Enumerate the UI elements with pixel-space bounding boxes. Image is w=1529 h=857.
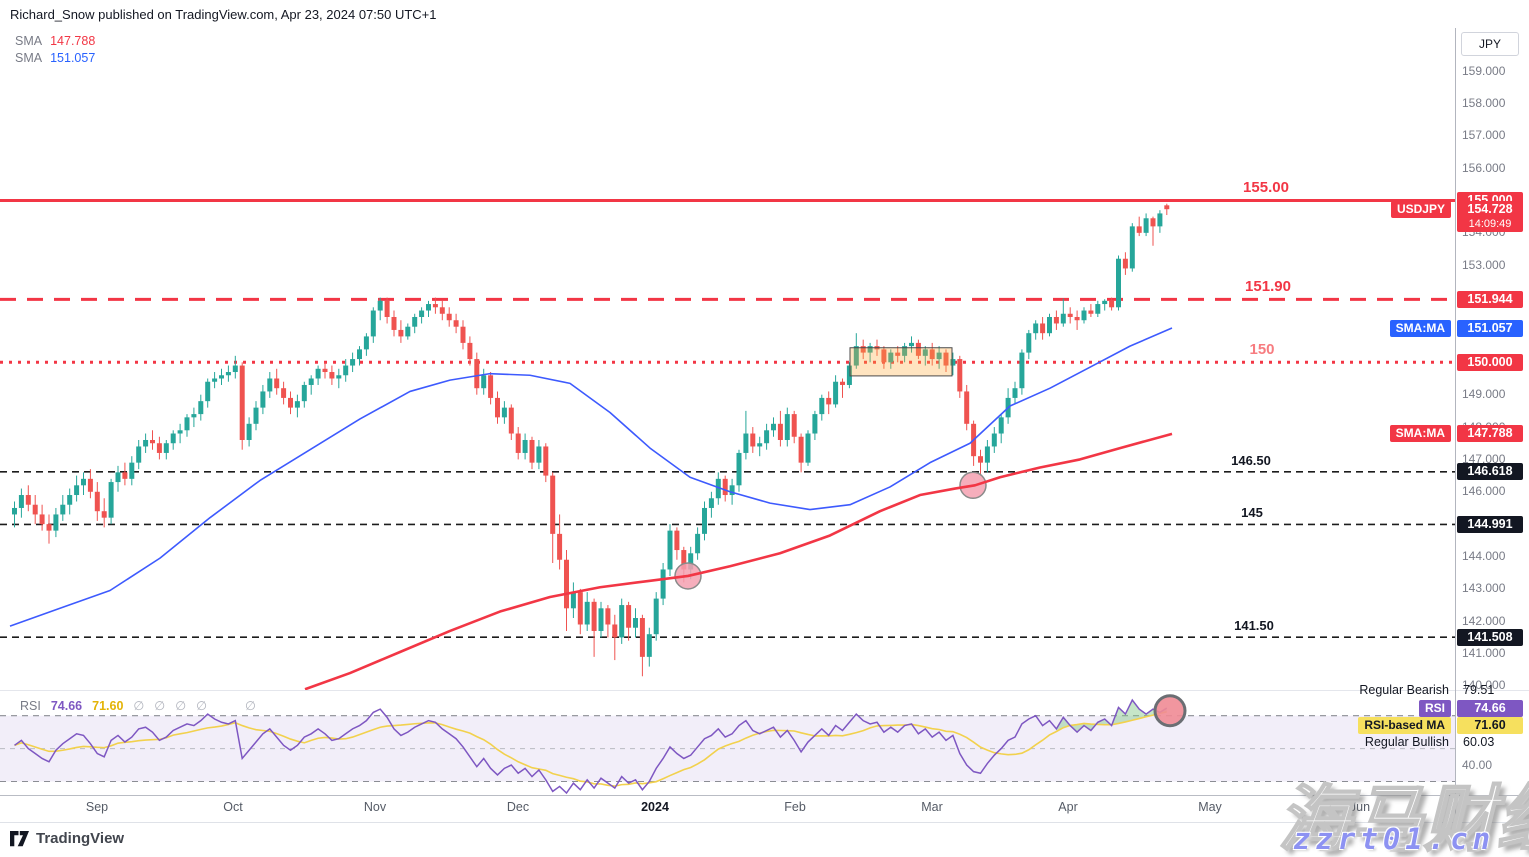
price-tick-156.000: 156.000 <box>1462 160 1506 175</box>
price-tick-142.000: 142.000 <box>1462 613 1506 628</box>
sma-slow-legend[interactable]: SMA 151.057 <box>15 51 95 65</box>
price-tick-159.000: 159.000 <box>1462 63 1506 78</box>
price-tick-140.000: 140.000 <box>1462 678 1506 693</box>
symbol-badge: USDJPY <box>1390 201 1451 219</box>
rsi-row-label-regular-bullish: Regular Bullish <box>1364 734 1449 749</box>
time-label-Nov[interactable]: Nov <box>363 800 387 814</box>
empty-value-icon: ∅ <box>196 699 207 713</box>
rsi-row-label-regular-bearish: Regular Bearish <box>1359 683 1449 697</box>
price-tick-141.000: 141.000 <box>1462 646 1506 661</box>
price-tick-158.000: 158.000 <box>1462 95 1506 110</box>
sma-slow-value: 151.057 <box>50 51 96 65</box>
rsi-row-value-79.51: 79.51 <box>1463 683 1495 697</box>
rsi-ma-value: 71.60 <box>92 699 124 713</box>
sma-fast-label: SMA <box>15 34 43 48</box>
sma-fast-legend[interactable]: SMA 147.788 <box>15 34 95 48</box>
last-price-badge: 154.728 14:09:49 <box>1457 201 1523 233</box>
rsi-tick-40.00: 40.00 <box>1462 758 1493 772</box>
axis-badge-146.618: 146.618 <box>1457 463 1523 481</box>
rsi-row-value-71.60: 71.60 <box>1457 716 1523 734</box>
sma-slow-label: SMA <box>15 51 43 65</box>
last-price-time: 14:09:49 <box>1468 218 1512 231</box>
sma-slow-badge-value: 151.057 <box>1457 319 1523 337</box>
currency-toggle-jpy[interactable]: JPY <box>1461 32 1519 56</box>
rsi-row-label-rsi-based-ma: RSI-based MA <box>1358 716 1451 734</box>
price-tick-146.000: 146.000 <box>1462 484 1506 499</box>
level-label-145: 145 <box>1241 505 1263 521</box>
price-tick-144.000: 144.000 <box>1462 549 1506 564</box>
publish-header: Richard_Snow published on TradingView.co… <box>10 7 437 22</box>
level-label-150: 150 <box>1249 341 1275 359</box>
axis-badge-151.944: 151.944 <box>1457 290 1523 308</box>
sma-slow-badge-label: SMA:MA <box>1389 319 1451 337</box>
price-tick-153.000: 153.000 <box>1462 257 1506 272</box>
level-label-146.50: 146.50 <box>1231 452 1271 468</box>
price-tick-147.000: 147.000 <box>1462 451 1506 466</box>
tradingview-brand-text: TradingView <box>36 830 125 847</box>
level-label-151.90: 151.90 <box>1245 278 1291 296</box>
sma-fast-value: 147.788 <box>50 34 96 48</box>
time-label-Feb[interactable]: Feb <box>784 800 806 814</box>
time-label-May[interactable]: May <box>1198 800 1222 814</box>
price-tick-149.000: 149.000 <box>1462 387 1506 402</box>
level-label-155.00: 155.00 <box>1243 179 1289 197</box>
time-label-Sep[interactable]: Sep <box>85 800 109 814</box>
time-label-Oct[interactable]: Oct <box>223 800 243 814</box>
price-tick-143.000: 143.000 <box>1462 581 1506 596</box>
time-label-Dec[interactable]: Dec <box>506 800 530 814</box>
sma-fast-badge-value: 147.788 <box>1457 425 1523 443</box>
time-label-Mar[interactable]: Mar <box>921 800 943 814</box>
time-label-Apr[interactable]: Apr <box>1058 800 1078 814</box>
empty-value-icon: ∅ <box>133 699 145 713</box>
price-tick-157.000: 157.000 <box>1462 128 1506 143</box>
rsi-row-label-rsi: RSI <box>1418 699 1451 717</box>
rsi-row-value-60.03: 60.03 <box>1463 734 1495 749</box>
axis-badge-144.991: 144.991 <box>1457 515 1523 533</box>
tradingview-logo-icon <box>10 831 29 847</box>
rsi-label: RSI <box>20 699 41 713</box>
axis-badge-141.508: 141.508 <box>1457 628 1523 646</box>
axis-badge-150.000: 150.000 <box>1457 353 1523 371</box>
rsi-row-value-74.66: 74.66 <box>1457 699 1523 717</box>
empty-value-icon: ∅ <box>175 699 187 713</box>
time-label-Jun[interactable]: Jun <box>1349 800 1371 814</box>
sma-fast-badge-label: SMA:MA <box>1389 425 1451 443</box>
rsi-value: 74.66 <box>50 699 83 713</box>
tradingview-attribution[interactable]: TradingView <box>10 830 124 847</box>
level-label-141.50: 141.50 <box>1234 618 1274 634</box>
empty-value-icon: ∅ <box>244 699 256 713</box>
rsi-legend[interactable]: RSI 74.66 71.60 ∅ ∅ ∅ ∅ ∅ <box>20 698 266 713</box>
last-price-value: 154.728 <box>1467 202 1513 217</box>
empty-value-icon: ∅ <box>154 699 166 713</box>
time-label-2024[interactable]: 2024 <box>641 800 669 814</box>
